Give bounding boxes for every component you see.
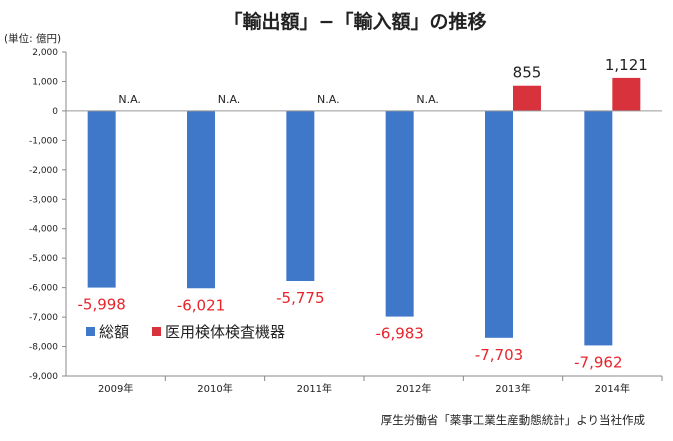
bar-medical-equipment — [612, 77, 641, 111]
legend: 総額 医用検体検査機器 — [86, 323, 285, 341]
y-tick-label: -4,000 — [29, 225, 58, 235]
bar-total — [187, 110, 215, 289]
y-tick-label: -7,000 — [29, 313, 58, 323]
x-tick-label: 2012年 — [396, 382, 431, 395]
x-tick-label: 2014年 — [595, 382, 630, 395]
unit-label: (単位: 億円) — [4, 32, 61, 45]
data-label-total: -7,703 — [475, 346, 523, 364]
bar-total — [286, 110, 315, 282]
y-tick-label: -2,000 — [29, 166, 58, 176]
legend-label-medical-equipment: 医用検体検査機器 — [165, 323, 285, 341]
data-label-medical-equipment: 1,121 — [605, 56, 648, 74]
data-label-na: N.A. — [317, 93, 340, 106]
source-note: 厚生労働省「薬事工業生産動態統計」より当社作成 — [381, 413, 646, 427]
data-label-total: -5,998 — [77, 296, 125, 314]
data-label-total: -5,775 — [276, 289, 324, 307]
data-label-total: -7,962 — [574, 353, 622, 371]
y-tick-label: 0 — [52, 107, 58, 117]
x-tick-label: 2011年 — [297, 382, 332, 395]
x-tick-label: 2013年 — [495, 382, 530, 395]
data-label-medical-equipment: 855 — [513, 64, 542, 82]
y-tick-label: -6,000 — [29, 284, 58, 294]
y-tick-label: 2,000 — [32, 48, 58, 58]
data-label-total: -6,021 — [177, 296, 225, 314]
y-tick-label: -9,000 — [29, 372, 58, 382]
y-tick-label: -8,000 — [29, 343, 58, 353]
plot-area: 2,000 1,000 0 -1,000 -2,000 -3,000 -4,000 -5,00… — [29, 48, 663, 395]
bar-medical-equipment — [513, 85, 541, 111]
bar-total — [485, 110, 513, 338]
legend-swatch-medical-equipment — [152, 327, 161, 336]
y-tick-label: -5,000 — [29, 254, 58, 264]
bar-total — [584, 110, 613, 346]
legend-swatch-total — [86, 327, 95, 336]
data-label-na: N.A. — [218, 93, 241, 106]
y-tick-label: -3,000 — [29, 195, 58, 205]
x-tick-label: 2010年 — [197, 382, 232, 395]
y-tick-label: -1,000 — [29, 136, 58, 146]
data-label-na: N.A. — [416, 93, 439, 106]
y-tick-label: 1,000 — [32, 77, 58, 87]
chart-title: 「輸出額」−「輸入額」の推移 — [224, 10, 487, 33]
data-label-total: -6,983 — [375, 325, 423, 343]
legend-label-total: 総額 — [99, 323, 129, 341]
bar-total — [87, 110, 116, 288]
x-tick-label: 2009年 — [98, 382, 133, 395]
data-label-na: N.A. — [118, 93, 141, 106]
bar-total — [385, 110, 414, 317]
